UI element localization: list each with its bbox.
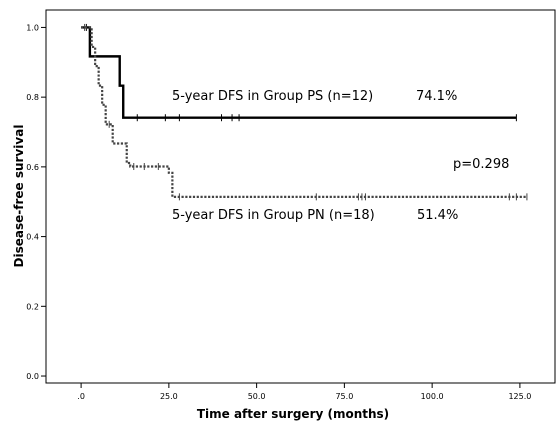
y-axis-label: Disease-free survival bbox=[12, 125, 26, 268]
x-tick-label: 75.0 bbox=[335, 392, 353, 401]
annotation-ps-value: 74.1% bbox=[416, 89, 457, 104]
x-tick-label: 25.0 bbox=[160, 392, 178, 401]
x-tick-label: 100.0 bbox=[421, 392, 444, 401]
x-tick-label: .0 bbox=[77, 392, 85, 401]
plot-frame bbox=[45, 9, 556, 384]
survival-curve-2 bbox=[81, 26, 527, 198]
annotation-pn-value: 51.4% bbox=[417, 208, 458, 223]
y-tick-label: 0.0 bbox=[26, 372, 39, 381]
survival-curve-1 bbox=[81, 26, 517, 119]
axis-ticks: .0 25.0 50.0 75.0 100.0 125.0 0.0 0.2 0.4 0.6 0.8 1… bbox=[26, 23, 531, 401]
y-tick-label: 0.6 bbox=[26, 163, 39, 172]
y-tick-label: 0.2 bbox=[26, 302, 39, 311]
annotation-pn-label: 5-year DFS in Group PN (n=18) bbox=[172, 208, 375, 223]
x-tick-label: 50.0 bbox=[248, 392, 266, 401]
survival-curves bbox=[81, 23, 528, 201]
annotation-ps-label: 5-year DFS in Group PS (n=12) bbox=[172, 89, 373, 104]
y-tick-label: 0.8 bbox=[26, 93, 39, 102]
annotation-p-value: p=0.298 bbox=[453, 157, 509, 172]
y-tick-label: 0.4 bbox=[26, 233, 39, 242]
x-axis-label: Time after surgery (months) bbox=[197, 407, 389, 421]
y-tick-label: 1.0 bbox=[26, 23, 39, 32]
x-tick-label: 125.0 bbox=[508, 392, 531, 401]
